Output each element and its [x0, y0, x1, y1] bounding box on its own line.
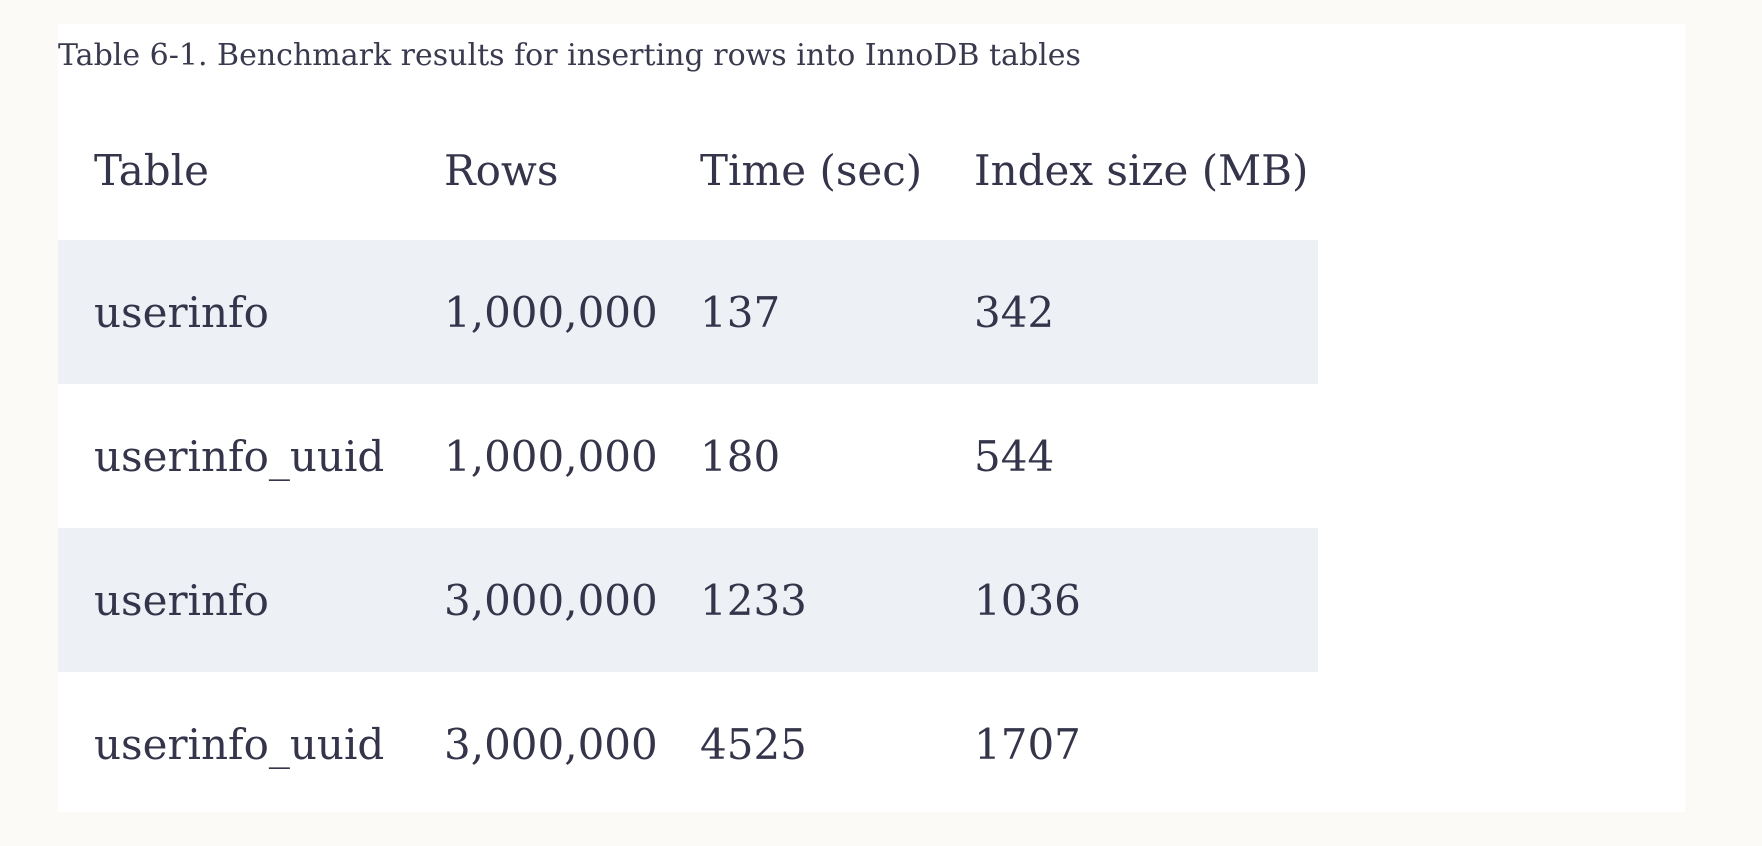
cell-time: 137	[700, 287, 781, 337]
table-caption: Table 6-1. Benchmark results for inserti…	[58, 38, 1081, 73]
table-row: userinfo 3,000,000 1233 1036	[58, 528, 1318, 672]
cell-rows: 3,000,000	[444, 575, 658, 625]
cell-rows: 1,000,000	[444, 431, 658, 481]
table-header-row: Table Rows Time (sec) Index size (MB)	[58, 100, 1318, 240]
cell-time: 1233	[700, 575, 807, 625]
header-index-size: Index size (MB)	[974, 145, 1309, 195]
table-row: userinfo 1,000,000 137 342	[58, 240, 1318, 384]
cell-index-size: 1036	[974, 575, 1081, 625]
header-rows: Rows	[444, 145, 559, 195]
cell-table: userinfo_uuid	[94, 719, 385, 769]
table-row: userinfo_uuid 3,000,000 4525 1707	[58, 672, 1318, 816]
cell-rows: 1,000,000	[444, 287, 658, 337]
table-row: userinfo_uuid 1,000,000 180 544	[58, 384, 1318, 528]
cell-table: userinfo_uuid	[94, 431, 385, 481]
cell-rows: 3,000,000	[444, 719, 658, 769]
cell-table: userinfo	[94, 287, 269, 337]
cell-time: 4525	[700, 719, 807, 769]
cell-index-size: 544	[974, 431, 1055, 481]
cell-index-size: 1707	[974, 719, 1081, 769]
benchmark-table: Table Rows Time (sec) Index size (MB) us…	[58, 100, 1318, 816]
header-time: Time (sec)	[700, 145, 923, 195]
cell-index-size: 342	[974, 287, 1055, 337]
cell-time: 180	[700, 431, 781, 481]
content-panel: Table 6-1. Benchmark results for inserti…	[58, 24, 1685, 812]
cell-table: userinfo	[94, 575, 269, 625]
header-table: Table	[94, 145, 209, 195]
